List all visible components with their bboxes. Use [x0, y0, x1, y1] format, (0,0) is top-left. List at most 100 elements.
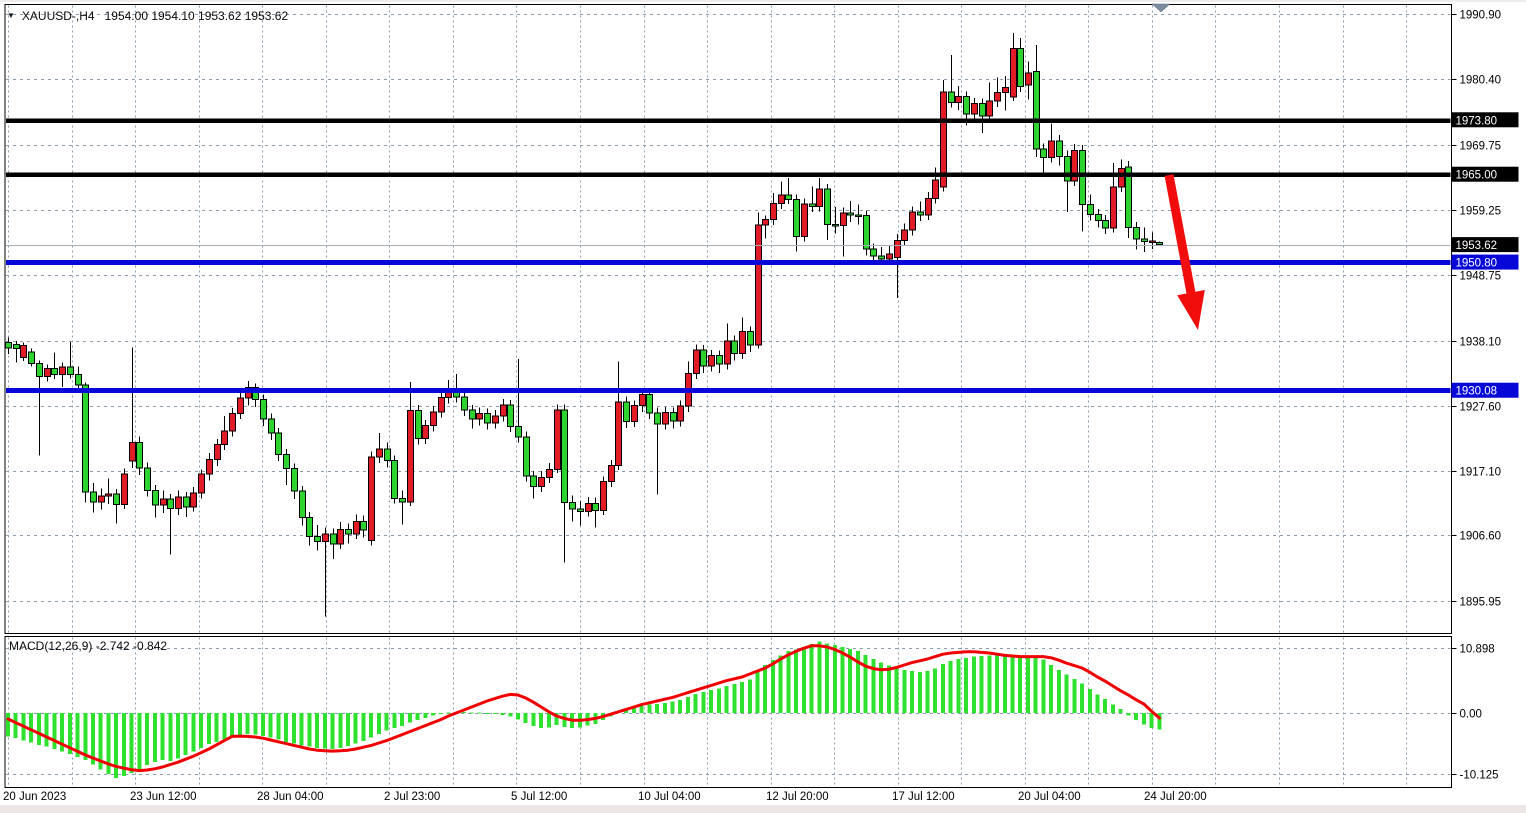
bull-candle — [554, 409, 561, 470]
price-label-box-1930.08 — [1451, 382, 1519, 398]
macd-histogram — [6, 641, 1162, 778]
bull-candle — [1071, 150, 1078, 182]
bull-candle — [1010, 48, 1017, 98]
bear-candle — [569, 502, 576, 510]
bear-candle — [1125, 166, 1132, 228]
symbol-dropdown-icon[interactable]: ▼ — [7, 10, 15, 20]
time-tick-label: 20 Jul 04:00 — [1018, 791, 1081, 803]
red-down-arrow[interactable] — [1164, 174, 1205, 330]
price-tick-label: 1917.10 — [1460, 467, 1502, 479]
bear-candle — [345, 528, 352, 535]
bull-candle — [801, 203, 808, 238]
bear-candle — [28, 351, 35, 365]
bull-candle — [337, 528, 344, 545]
bull-candle — [422, 424, 429, 439]
horizontal-level-lines[interactable] — [6, 118, 1451, 393]
symbol-period-label: XAUUSD-,H4 — [21, 9, 95, 23]
bear-candle — [1095, 213, 1102, 222]
bull-candle — [190, 492, 197, 508]
price-tick-label: 1938.10 — [1460, 337, 1502, 349]
bear-candle — [268, 418, 275, 434]
bear-candle — [700, 349, 707, 367]
bull-candle — [971, 103, 978, 115]
bull-candle — [546, 468, 553, 478]
bear-candle — [654, 412, 661, 425]
bull-candle — [901, 229, 908, 241]
bear-candle — [855, 214, 862, 218]
bull-candle — [1118, 168, 1125, 188]
bull-candle — [894, 239, 901, 259]
bull-candle — [994, 92, 1001, 102]
macd-tick-label: 10.898 — [1460, 644, 1495, 656]
chart-title: ▼ XAUUSD-,H4 1954.00 1954.10 1953.62 1953.… — [7, 9, 288, 23]
bull-candle — [840, 212, 847, 227]
bull-candle — [237, 397, 244, 415]
bear-candle — [469, 409, 476, 420]
bull-candle — [1048, 140, 1055, 159]
time-tick-label: 2 Jul 23:00 — [384, 791, 440, 803]
bear-candle — [530, 475, 537, 488]
price-tick-label: 1959.25 — [1460, 206, 1502, 218]
bull-candle — [175, 496, 182, 509]
bear-candle — [832, 223, 839, 227]
time-tick-label: 28 Jun 04:00 — [257, 791, 324, 803]
bear-candle — [1017, 48, 1024, 87]
bull-candle — [955, 95, 962, 103]
bull-candle — [724, 340, 731, 365]
bear-candle — [670, 411, 677, 422]
bear-candle — [793, 199, 800, 238]
bull-candle — [407, 410, 414, 503]
chart-panels[interactable] — [4, 4, 1452, 788]
bull-candle — [500, 404, 507, 417]
price-axis[interactable]: 1990.90 1980.40 1969.75 1959.25 1948.75 1938.… — [1451, 10, 1519, 609]
current-bar-marker-icon[interactable] — [1151, 3, 1171, 13]
price-tick-label: 1906.60 — [1460, 531, 1502, 543]
bull-candle — [376, 448, 383, 458]
bull-candle — [1149, 240, 1156, 244]
price-label-text: 1950.80 — [1456, 258, 1498, 270]
bear-candle — [863, 215, 870, 250]
bear-candle — [291, 468, 298, 492]
bull-candle — [105, 493, 112, 497]
candles — [5, 33, 1163, 617]
time-axis[interactable]: 20 Jun 2023 23 Jun 12:00 28 Jun 04:00 2 Jul… — [3, 791, 1207, 803]
bear-candle — [51, 367, 58, 376]
main-price-panel[interactable] — [4, 4, 1452, 634]
bull-candle — [755, 224, 762, 346]
bull-candle — [909, 211, 916, 231]
bear-candle — [136, 442, 143, 469]
time-tick-label: 20 Jun 2023 — [3, 791, 66, 803]
macd-axis[interactable]: 10.898 0.00 -10.125 — [1451, 644, 1499, 782]
bear-candle — [5, 341, 12, 349]
bull-candle — [940, 91, 947, 188]
bear-candle — [948, 91, 955, 103]
bull-candle — [129, 442, 136, 462]
bull-candle — [438, 397, 445, 413]
price-tick-label: 1948.75 — [1460, 271, 1502, 283]
bull-candle — [770, 202, 777, 220]
bear-candle — [75, 374, 82, 386]
bear-candle — [306, 517, 313, 538]
bull-candle — [986, 100, 993, 117]
price-label-text: 1930.08 — [1456, 386, 1498, 398]
bear-candle — [283, 453, 290, 470]
bull-candle — [221, 430, 228, 446]
bull-candle — [229, 413, 236, 432]
price-label-box-1950.80 — [1451, 254, 1519, 270]
bull-candle — [322, 533, 329, 543]
price-label-box-1953.62 — [1451, 237, 1519, 253]
bear-candle — [1056, 140, 1063, 157]
bull-candle — [20, 345, 27, 358]
bear-candle — [260, 398, 267, 420]
bear-candle — [1156, 241, 1163, 246]
bull-candle — [492, 415, 499, 424]
bear-candle — [360, 520, 367, 531]
bull-candle — [886, 253, 893, 260]
time-tick-label: 24 Jul 20:00 — [1144, 791, 1207, 803]
bull-candle — [585, 502, 592, 512]
bear-candle — [167, 498, 174, 509]
bull-candle — [44, 367, 51, 377]
price-label-text: 1953.62 — [1456, 240, 1498, 252]
